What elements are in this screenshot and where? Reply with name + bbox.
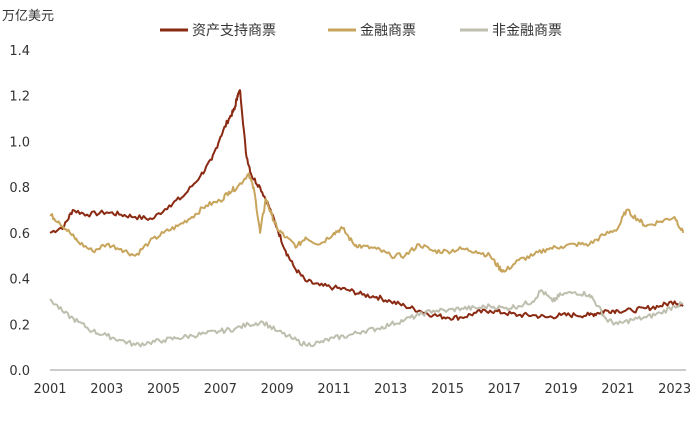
x-tick-label: 2003 [90,382,123,397]
y-tick-label: 0.2 [9,318,30,333]
x-tick-label: 2021 [601,382,634,397]
y-tick-label: 0.0 [9,364,30,379]
legend-label: 非金融商票 [492,23,562,39]
x-tick-label: 2017 [488,382,521,397]
y-tick-label: 1.2 [9,90,30,105]
x-tick-label: 2013 [374,382,407,397]
y-tick-label: 0.8 [9,181,30,196]
unit-label: 万亿美元 [2,9,54,24]
x-tick-label: 2015 [431,382,464,397]
x-tick-label: 2011 [317,382,350,397]
series-line-2 [49,289,684,348]
legend: 资产支持商票 金融商票 非金融商票 [160,23,562,39]
series-line-0 [49,89,684,321]
y-tick-label: 0.6 [9,227,30,242]
legend-label: 资产支持商票 [192,23,276,39]
y-tick-label: 1.0 [9,135,30,150]
x-tick-label: 2009 [261,382,294,397]
x-tick-label: 2007 [204,382,237,397]
series-layer [49,89,685,348]
x-tick-label: 2023 [658,382,691,397]
y-tick-label: 0.4 [9,273,30,288]
x-tick-label: 2001 [33,382,66,397]
y-tick-label: 1.4 [9,44,30,59]
series-line-1 [49,172,685,273]
legend-label: 金融商票 [360,23,416,39]
x-tick-label: 2019 [545,382,578,397]
y-axis: 0.0 0.2 0.4 0.6 0.8 1.0 1.2 1.4 [9,44,30,379]
x-tick-label: 2005 [147,382,180,397]
x-axis: 2001 2003 2005 2007 2009 2011 2013 2015 2017 2019… [33,382,691,397]
